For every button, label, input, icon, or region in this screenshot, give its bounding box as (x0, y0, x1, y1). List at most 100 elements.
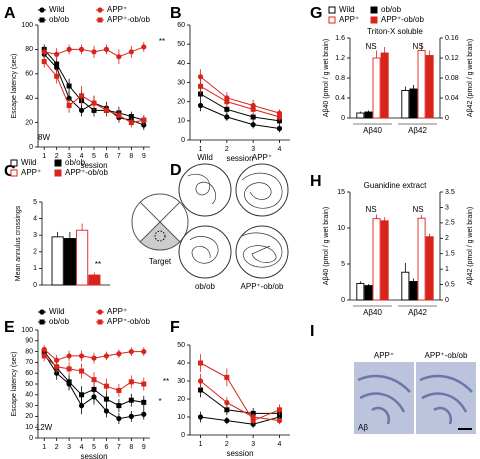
bar (372, 57, 381, 119)
y-tick-label: 5 (341, 261, 345, 268)
x-tick-label: 7 (117, 153, 121, 160)
y-tick-label: 80 (25, 348, 33, 355)
data-point (66, 83, 72, 89)
data-point (103, 396, 109, 402)
series-line (200, 389, 280, 414)
bar (51, 236, 64, 286)
series-line (200, 362, 280, 422)
panel-label: A (4, 5, 16, 22)
panel-label: F (170, 319, 180, 336)
legend-label: APP⁺-ob/ob (107, 15, 150, 24)
y-tick-label: 0.04 (445, 95, 459, 102)
target-label: Target (149, 257, 172, 266)
y-tick-label: 1.5 (445, 251, 455, 258)
y-tick-label: 15 (337, 189, 345, 196)
y-axis-label: Aβ40 (pmol / g wet brain) (323, 207, 330, 285)
x-tick-label: 9 (142, 153, 146, 160)
annotation: NS (412, 205, 423, 214)
annotation: 12W (36, 423, 53, 432)
chart-title: Triton-X soluble (367, 27, 423, 36)
x-axis-label: session (80, 452, 107, 459)
legend-marker (97, 7, 103, 13)
data-point (128, 379, 134, 385)
y-tick-label: 90 (25, 338, 33, 345)
y-tick-label: 10 (177, 414, 185, 421)
data-point (91, 386, 97, 392)
y-tick-label: 50 (177, 342, 185, 349)
bar (356, 112, 365, 119)
y-tick-label: 0.8 (335, 75, 345, 82)
bar (401, 90, 410, 119)
legend-label: Wild (49, 5, 65, 14)
y-tick-label: 60 (25, 71, 33, 78)
y-tick-label: 40 (177, 60, 185, 67)
data-point (66, 366, 72, 372)
y-tick-label: 0 (181, 137, 185, 144)
data-point (224, 114, 230, 120)
y-tick-label: 0.5 (445, 281, 455, 288)
y-tick-label: 0 (341, 115, 345, 122)
legend-marker (97, 17, 103, 23)
data-point (224, 374, 230, 380)
legend-swatch (54, 159, 62, 167)
legend-marker (39, 7, 45, 13)
annotation: NS (365, 205, 376, 214)
y-tick-label: 0 (445, 115, 449, 122)
swim-path (241, 172, 283, 209)
bar (364, 111, 373, 119)
y-tick-label: 2.5 (445, 220, 455, 227)
series-line (200, 85, 280, 118)
y-tick-label: 30 (25, 402, 33, 409)
y-tick-label: 0.16 (445, 35, 459, 42)
data-point (250, 114, 256, 120)
y-tick-label: 3 (445, 204, 449, 211)
y-tick-label: 0 (445, 297, 449, 304)
data-point (41, 49, 47, 55)
bar (372, 218, 381, 301)
data-point (276, 125, 283, 132)
data-point (141, 411, 147, 417)
y-tick-label: 80 (25, 46, 33, 53)
x-tick-label: 4 (278, 441, 282, 448)
pool-label: ob/ob (195, 282, 216, 291)
hippocampus (357, 374, 411, 425)
legend-swatch (10, 169, 18, 177)
data-point (66, 46, 72, 53)
data-point (197, 378, 204, 384)
x-tick-label: 2 (55, 444, 59, 451)
legend-label: ob/ob (381, 5, 402, 14)
x-tick-label: 8 (129, 153, 133, 160)
bar (425, 236, 434, 301)
x-tick-label: 9 (142, 444, 146, 451)
data-point (116, 403, 122, 409)
legend-swatch (370, 6, 378, 14)
pool-label: APP⁺ (252, 153, 272, 162)
y-tick-label: 20 (177, 396, 185, 403)
y-tick-label: 1 (33, 265, 37, 272)
x-tick-label: 1 (42, 444, 46, 451)
y-tick-label: 0 (181, 432, 185, 439)
legend-label: Wild (49, 307, 65, 316)
legend-swatch (10, 159, 18, 167)
data-point (78, 46, 85, 53)
data-point (141, 117, 147, 123)
data-point (103, 107, 109, 113)
legend-label: APP⁺ (339, 15, 359, 24)
data-point (141, 44, 147, 50)
y-tick-label: 5 (33, 199, 37, 206)
y-tick-label: 0.12 (445, 55, 459, 62)
y-tick-label: 0 (29, 144, 33, 151)
data-point (91, 49, 97, 55)
stain-label: Aβ (358, 423, 368, 432)
y-tick-label: 3.5 (445, 189, 455, 196)
image-label: APP⁺-ob/ob (425, 351, 468, 360)
y-tick-label: 20 (25, 119, 33, 126)
y-tick-label: 10 (25, 424, 33, 431)
data-point (91, 355, 97, 361)
bar (88, 274, 101, 286)
legend-label: Wild (21, 158, 37, 167)
data-point (197, 102, 204, 109)
legend-marker (39, 319, 45, 325)
panel-i: I APP⁺ APP⁺-ob/ob Aβ (310, 323, 476, 434)
data-point (66, 379, 72, 385)
